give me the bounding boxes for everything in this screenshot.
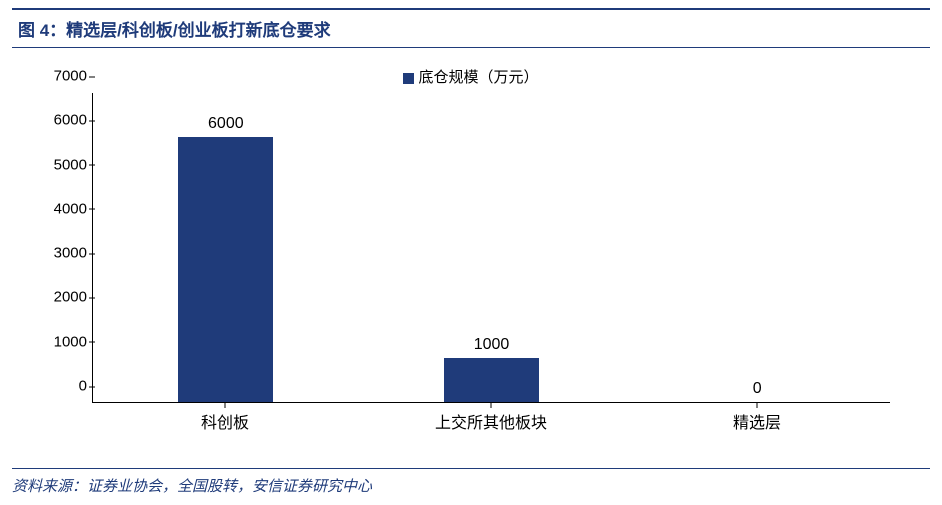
bar-slot: 6000	[93, 93, 359, 402]
bar-value-label: 1000	[474, 336, 510, 354]
bar	[178, 137, 273, 402]
bar	[444, 358, 539, 402]
y-tick: 5000	[37, 156, 87, 173]
x-axis-labels: 科创板上交所其他板块精选层	[92, 403, 890, 433]
source-footer: 资料来源：证券业协会，全国股转，安信证券研究中心	[12, 468, 930, 496]
y-axis: 01000200030004000500060007000	[37, 93, 87, 403]
y-tick: 4000	[37, 200, 87, 217]
bars-container: 6000 1000 0	[93, 93, 890, 402]
legend-swatch	[403, 73, 414, 84]
legend: 底仓规模（万元）	[32, 66, 910, 87]
plot: 01000200030004000500060007000 600010000 …	[92, 93, 890, 433]
x-axis-label: 科创板	[92, 403, 358, 433]
y-tick: 3000	[37, 245, 87, 262]
bar-value-label: 0	[753, 380, 762, 398]
y-tick: 1000	[37, 333, 87, 350]
legend-label: 底仓规模（万元）	[418, 69, 538, 86]
x-axis-label: 上交所其他板块	[358, 403, 624, 433]
bar-slot: 1000	[359, 93, 625, 402]
source-text: 资料来源：证券业协会，全国股转，安信证券研究中心	[12, 478, 372, 495]
y-tick: 6000	[37, 112, 87, 129]
chart-area: 底仓规模（万元） 0 1000 2000 3000 4000 5000 6000 7000 6…	[12, 48, 930, 468]
bar-value-label: 6000	[208, 115, 244, 133]
bar-slot: 0	[624, 93, 890, 402]
chart-header: 图 4：精选层/科创板/创业板打新底仓要求	[12, 8, 930, 48]
y-tick: 7000	[37, 68, 87, 85]
plot-inner: 6000 1000 0	[92, 93, 890, 403]
x-axis-label: 精选层	[624, 403, 890, 433]
chart-title: 图 4：精选层/科创板/创业板打新底仓要求	[18, 16, 924, 41]
y-tick: 2000	[37, 289, 87, 306]
y-tick: 0	[37, 378, 87, 395]
